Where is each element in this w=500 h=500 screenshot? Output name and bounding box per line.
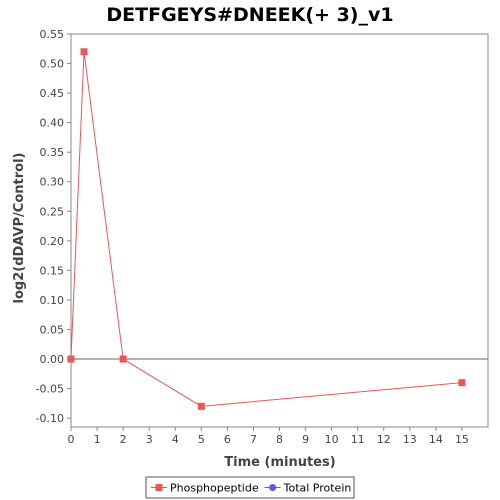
y-tick-label-6: 0.20: [40, 235, 65, 248]
x-tick-label-6: 6: [224, 433, 231, 446]
y-axis-label: log2(dDAVP/Control): [12, 153, 27, 304]
x-axis-label: Time (minutes): [224, 455, 335, 470]
y-tick-label-4: 0.10: [40, 294, 65, 307]
chart-title: DETFGEYS#DNEEK(+ 3)_v1: [106, 4, 393, 26]
x-tick-label-5: 5: [198, 433, 205, 446]
x-tick-label-15: 15: [455, 433, 469, 446]
x-tick-label-7: 7: [250, 433, 257, 446]
y-tick-label-0: -0.10: [36, 412, 64, 425]
x-tick-label-1: 1: [94, 433, 101, 446]
y-tick-label-2: 0.00: [40, 353, 65, 366]
data-point-0-3: [197, 402, 205, 410]
legend-label-0: Phosphopeptide: [170, 482, 259, 495]
x-tick-label-14: 14: [429, 433, 443, 446]
y-tick-label-8: 0.30: [40, 176, 65, 189]
y-tick-label-10: 0.40: [40, 117, 65, 130]
plot-area: [70, 33, 489, 428]
data-point-0-2: [119, 355, 127, 363]
x-tick-label-9: 9: [302, 433, 309, 446]
x-axis: 0 1 2 3 4 5 6 7 8 9 10 11 12 13 14 15: [68, 427, 469, 446]
y-tick-label-11: 0.45: [40, 87, 65, 100]
legend-box: [145, 476, 355, 499]
x-tick-label-8: 8: [276, 433, 283, 446]
data-point-0-4: [458, 379, 466, 387]
y-tick-label-5: 0.15: [40, 264, 65, 277]
data-point-0-1: [80, 48, 88, 56]
x-tick-label-10: 10: [325, 433, 339, 446]
y-tick-label-3: 0.05: [40, 323, 65, 336]
x-tick-label-12: 12: [377, 433, 391, 446]
x-tick-label-11: 11: [351, 433, 365, 446]
data-point-0-0: [67, 355, 75, 363]
series-layer: [67, 48, 466, 410]
legend-marker-0: [155, 484, 163, 491]
x-tick-label-3: 3: [146, 433, 153, 446]
y-tick-label-7: 0.25: [40, 205, 65, 218]
y-tick-label-13: 0.55: [40, 28, 65, 41]
y-tick-label-9: 0.35: [40, 146, 65, 159]
x-tick-label-2: 2: [120, 433, 127, 446]
legend: Phosphopeptide Total Protein: [145, 476, 355, 499]
y-tick-label-12: 0.50: [40, 58, 65, 71]
x-tick-label-13: 13: [403, 433, 417, 446]
x-tick-label-0: 0: [68, 433, 75, 446]
legend-label-1: Total Protein: [283, 482, 352, 495]
y-axis: -0.10 -0.05 0.00 0.05 0.10 0.15 0.20 0.25 0.30 0.…: [36, 28, 71, 425]
x-tick-label-4: 4: [172, 433, 179, 446]
y-tick-label-1: -0.05: [36, 383, 64, 396]
legend-marker-1: [269, 484, 277, 491]
